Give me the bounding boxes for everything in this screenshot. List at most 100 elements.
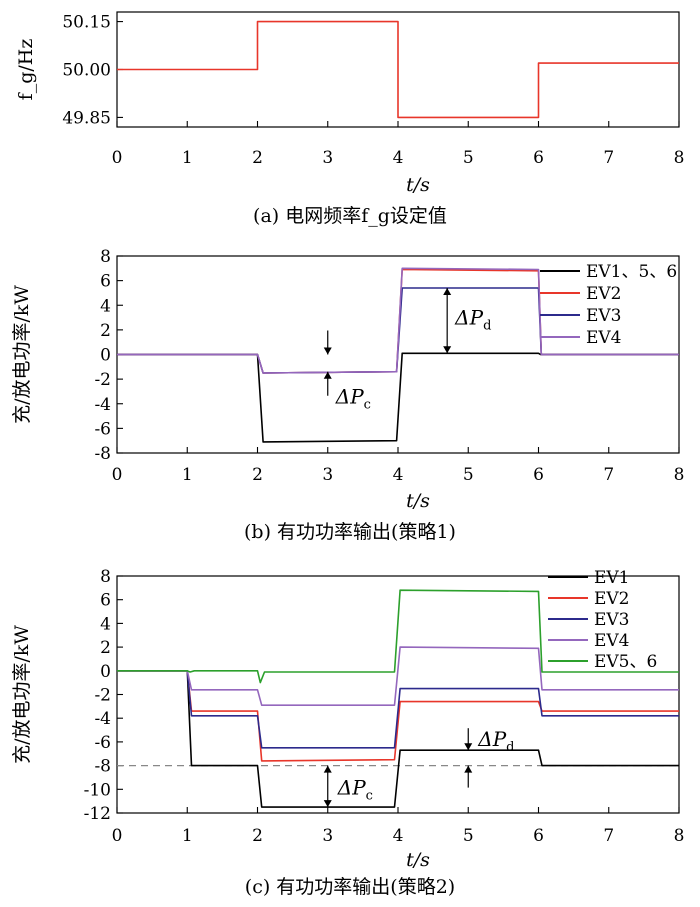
annotation-sub: c <box>364 398 371 413</box>
panel-caption: (c) 有功功率输出(策略2) <box>245 876 455 898</box>
x-tick-label: 5 <box>463 465 474 485</box>
panel-a: 0 1 2 3 4 5 6 7 8 49.85 50.00 50.15 t/s f_g/Hz (a) 电网频… <box>15 11 685 227</box>
annotation-sub: c <box>366 788 373 803</box>
x-tick-label: 3 <box>322 465 333 485</box>
y-tick-label: -6 <box>94 733 111 753</box>
x-tick-label: 1 <box>182 826 193 846</box>
series-line-ev1-5-6 <box>117 352 679 443</box>
annotation-delta-p-c: ΔPc <box>323 330 371 413</box>
annotation-main: ΔP <box>337 775 366 799</box>
x-tick-label: 0 <box>112 826 123 846</box>
x-tick-label: 4 <box>393 148 404 168</box>
y-tick-label: 6 <box>100 591 111 611</box>
legend-label: EV2 <box>594 589 630 609</box>
x-tick-label: 2 <box>252 826 263 846</box>
annotation-sub: d <box>506 740 514 755</box>
legend-label: EV3 <box>594 610 630 630</box>
panel-caption: (b) 有功功率输出(策略1) <box>244 521 456 543</box>
annotation-delta-p-d: ΔPd <box>443 288 491 354</box>
annotation-main: ΔP <box>335 385 364 409</box>
x-tick-label: 1 <box>182 465 193 485</box>
y-tick-label: 8 <box>100 247 111 267</box>
x-tick-label: 7 <box>603 465 614 485</box>
x-tick-label: 3 <box>322 826 333 846</box>
arrow-head <box>323 765 332 773</box>
legend-label: EV3 <box>586 306 622 326</box>
y-axis-label: f_g/Hz <box>15 39 37 101</box>
panel-c: 0 1 2 3 4 5 6 7 8 -12 -10 -8 -6 -4 -2 0 2 4 6 8 EV1EV2EV3EV4… <box>11 567 684 898</box>
x-tick-label: 5 <box>463 148 474 168</box>
y-tick-label: 50.15 <box>62 13 111 33</box>
y-tick-label: -2 <box>94 370 111 390</box>
annotation-main: ΔP <box>454 306 483 330</box>
x-tick-label: 0 <box>112 465 123 485</box>
x-tick-label: 3 <box>322 148 333 168</box>
x-tick-label: 6 <box>533 465 544 485</box>
annotation-main: ΔP <box>477 727 506 751</box>
arrow-head <box>464 765 473 773</box>
y-tick-label: 4 <box>100 296 111 316</box>
x-tick-label: 1 <box>182 148 193 168</box>
arrow-head <box>323 347 332 355</box>
y-tick-label: -10 <box>84 780 111 800</box>
legend-label: EV1、5、6 <box>586 262 677 282</box>
legend-label: EV4 <box>594 631 630 651</box>
annotation-delta-p-c: ΔPc <box>323 765 373 808</box>
x-tick-label: 2 <box>252 148 263 168</box>
y-tick-label: 50.00 <box>62 61 111 81</box>
x-tick-label: 4 <box>393 826 404 846</box>
y-tick-label: 4 <box>100 614 111 634</box>
y-tick-label: 49.85 <box>62 108 111 128</box>
arrow-head <box>464 743 473 751</box>
annotation-label: ΔPc <box>335 385 371 413</box>
panel-caption: (a) 电网频率f_g设定值 <box>253 205 447 227</box>
y-tick-label: -2 <box>94 686 111 706</box>
y-tick-label: 6 <box>100 272 111 292</box>
x-tick-label: 7 <box>603 148 614 168</box>
y-tick-label: -8 <box>94 757 111 777</box>
y-tick-label: -8 <box>94 444 111 464</box>
legend-label: EV5、6 <box>594 652 657 672</box>
y-tick-label: -6 <box>94 419 111 439</box>
y-tick-label: 0 <box>100 346 111 366</box>
series-line-ev4 <box>117 646 679 707</box>
series-line-ev4 <box>117 267 679 374</box>
x-axis-label: t/s <box>406 174 430 196</box>
series-line-ev5-6 <box>117 589 679 684</box>
arrow-head <box>323 371 332 379</box>
y-tick-label: -12 <box>84 804 111 824</box>
y-tick-label: 8 <box>100 567 111 587</box>
x-tick-label: 2 <box>252 465 263 485</box>
y-tick-label: 2 <box>100 321 111 341</box>
annotation-label: ΔPd <box>477 727 514 755</box>
series-line-ev1 <box>117 669 679 808</box>
x-tick-label: 5 <box>463 826 474 846</box>
x-tick-label: 0 <box>112 148 123 168</box>
y-axis-label: 充/放电功率/kW <box>11 625 33 764</box>
arrow-head <box>443 346 452 354</box>
legend-label: EV1 <box>594 568 630 588</box>
series-line-fg <box>117 20 679 119</box>
x-tick-label: 8 <box>674 826 685 846</box>
x-tick-label: 8 <box>674 148 685 168</box>
y-tick-label: -4 <box>94 709 111 729</box>
arrow-head <box>323 800 332 808</box>
x-tick-label: 6 <box>533 826 544 846</box>
annotation-sub: d <box>483 319 491 334</box>
series-line-ev3 <box>117 669 679 749</box>
annotation-label: ΔPd <box>454 306 491 334</box>
y-tick-label: -4 <box>94 395 111 415</box>
x-tick-label: 8 <box>674 465 685 485</box>
x-tick-label: 4 <box>393 465 404 485</box>
x-tick-label: 6 <box>533 148 544 168</box>
y-axis-label: 充/放电功率/kW <box>11 285 33 424</box>
legend-label: EV4 <box>586 328 622 348</box>
x-axis-label: t/s <box>406 490 430 512</box>
annotation-label: ΔPc <box>337 775 373 803</box>
legend-label: EV2 <box>586 284 622 304</box>
arrow-head <box>443 288 452 296</box>
